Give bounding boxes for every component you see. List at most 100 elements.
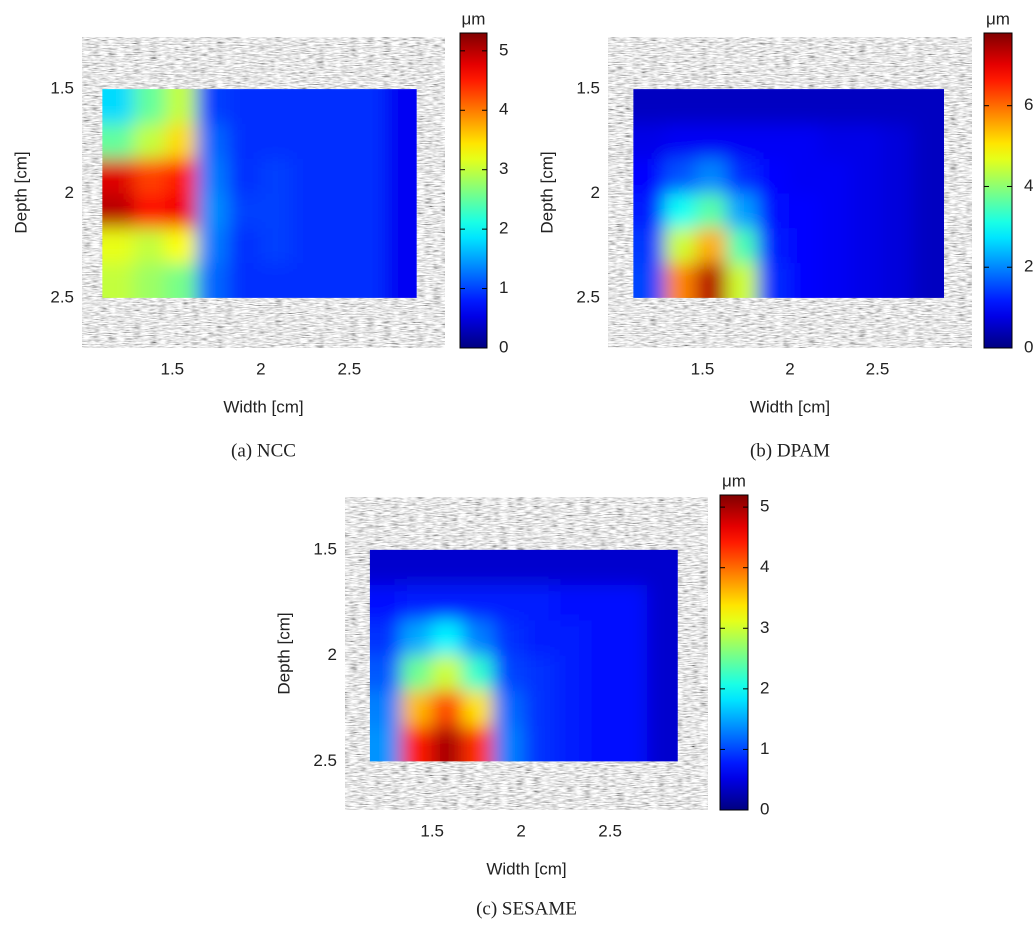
heat-cell <box>758 194 790 229</box>
colorbar-tick-label: 4 <box>1024 176 1033 195</box>
x-tick-label: 2.5 <box>598 821 622 840</box>
colorbar-tick-label: 0 <box>1024 337 1033 356</box>
x-tick-label: 2 <box>516 821 525 840</box>
colorbar-tick-label: 1 <box>499 278 508 297</box>
heat-cell <box>820 159 852 194</box>
heat-cell <box>555 656 586 692</box>
heat-cell <box>882 194 914 229</box>
heatmap-cells <box>613 69 964 318</box>
heat-cell <box>789 228 821 263</box>
heat-cell <box>664 159 696 194</box>
heat-cell <box>851 194 883 229</box>
heat-cell <box>851 228 883 263</box>
heat-cell <box>291 124 323 159</box>
heat-cell <box>260 124 292 159</box>
heat-cell <box>727 194 759 229</box>
x-axis-label: Width [cm] <box>223 397 303 416</box>
heat-cell <box>322 194 354 229</box>
colorbar-tick-label: 4 <box>499 100 508 119</box>
x-tick-label: 2.5 <box>338 359 362 378</box>
heat-cell <box>727 228 759 263</box>
heat-cell <box>431 656 462 692</box>
heat-cell <box>197 194 229 229</box>
heat-cell <box>354 194 386 229</box>
heat-cell <box>354 159 386 194</box>
heat-cell <box>758 124 790 159</box>
heat-cell <box>260 194 292 229</box>
colorbar-tick-label: 6 <box>1024 95 1033 114</box>
colorbar <box>984 33 1012 348</box>
heat-cell <box>882 159 914 194</box>
colorbar-label: μm <box>462 9 486 28</box>
heat-cell <box>493 620 524 656</box>
panel: 1.522.51.522.5Width [cm]Depth [cm](a) NC… <box>11 9 508 461</box>
y-tick-label: 2.5 <box>313 751 337 770</box>
y-tick-label: 2 <box>591 183 600 202</box>
heat-cell <box>134 228 166 263</box>
x-tick-label: 2 <box>785 359 794 378</box>
x-tick-label: 2 <box>256 359 265 378</box>
heat-cell <box>291 159 323 194</box>
colorbar-label: μm <box>986 9 1010 28</box>
heatmap <box>613 69 964 318</box>
heat-cell <box>260 228 292 263</box>
heat-cell <box>524 585 555 621</box>
heat-cell <box>524 620 555 656</box>
y-axis-label: Depth [cm] <box>274 612 293 694</box>
heat-cell <box>197 228 229 263</box>
heat-cell <box>462 585 493 621</box>
y-tick-label: 1.5 <box>50 79 74 98</box>
y-axis-label: Depth [cm] <box>11 151 30 233</box>
heat-cell <box>555 585 586 621</box>
heat-cell <box>401 656 432 692</box>
heat-cell <box>165 194 197 229</box>
x-tick-label: 1.5 <box>420 821 444 840</box>
y-tick-label: 2 <box>65 183 74 202</box>
heat-cell <box>616 620 647 656</box>
heat-cell <box>228 124 260 159</box>
heat-cell <box>820 124 852 159</box>
heat-cell <box>197 159 229 194</box>
heat-cell <box>585 691 616 727</box>
heat-cell <box>727 159 759 194</box>
heat-cell <box>585 585 616 621</box>
heat-cell <box>462 620 493 656</box>
y-tick-label: 1.5 <box>313 539 337 558</box>
heat-cell <box>882 228 914 263</box>
heat-cell <box>260 159 292 194</box>
x-tick-label: 2.5 <box>866 359 890 378</box>
colorbar <box>720 495 748 810</box>
heat-cell <box>134 194 166 229</box>
heat-cell <box>228 194 260 229</box>
colorbar-tick-label: 3 <box>499 159 508 178</box>
heat-cell <box>134 159 166 194</box>
colorbar-tick-label: 0 <box>760 799 769 818</box>
heat-cell <box>228 159 260 194</box>
heat-cell <box>493 585 524 621</box>
colorbar-tick-label: 4 <box>760 557 769 576</box>
heat-cell <box>789 159 821 194</box>
heat-cell <box>585 656 616 692</box>
heat-cell <box>322 159 354 194</box>
colorbar-tick-label: 2 <box>499 219 508 238</box>
heat-cell <box>431 691 462 727</box>
heat-cell <box>462 656 493 692</box>
colorbar-tick-label: 5 <box>760 497 769 516</box>
heat-cell <box>354 228 386 263</box>
heat-cell <box>664 124 696 159</box>
heat-cell <box>524 656 555 692</box>
heat-cell <box>851 159 883 194</box>
heat-cell <box>165 228 197 263</box>
heat-cell <box>696 194 728 229</box>
heat-cell <box>820 228 852 263</box>
colorbar-tick-label: 2 <box>760 678 769 697</box>
caption: (b) DPAM <box>750 440 830 461</box>
heat-cell <box>851 124 883 159</box>
colorbar-tick-label: 0 <box>499 337 508 356</box>
heat-cell <box>616 656 647 692</box>
heat-cell <box>616 691 647 727</box>
heat-cell <box>664 194 696 229</box>
x-axis-label: Width [cm] <box>750 397 830 416</box>
heat-cell <box>585 620 616 656</box>
